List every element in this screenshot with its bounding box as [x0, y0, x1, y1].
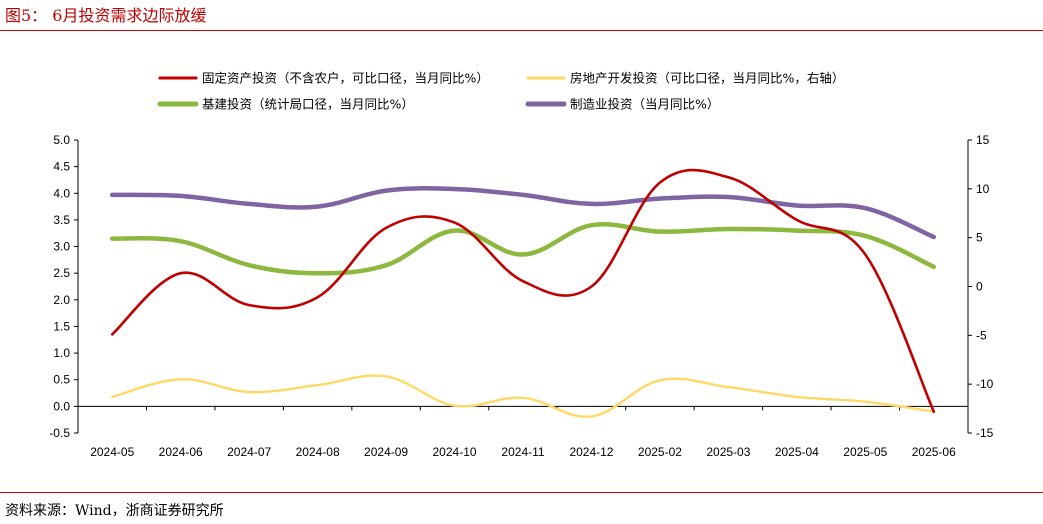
left-tick-label: 2.5: [53, 266, 70, 280]
left-tick-label: 3.0: [53, 240, 70, 254]
title-rule: [0, 30, 1043, 31]
right-tick-label: -15: [976, 426, 994, 440]
x-tick-label: 2024-06: [159, 445, 203, 459]
line-chart: 固定资产投资（不含农户，可比口径，当月同比%） 房地产开发投资（可比口径，当月同比…: [49, 71, 993, 460]
right-tick-label: 0: [976, 280, 983, 294]
infrastructure-investment-line: [109, 222, 937, 276]
x-tick-label: 2024-12: [569, 445, 613, 459]
source-rule: [0, 492, 1043, 493]
x-tick-label: 2024-11: [501, 445, 544, 459]
x-tick-label: 2025-02: [638, 445, 682, 459]
chart-axes: 5.0 4.5 4.0 3.5 3.0 2.5 2.0 1.5 1.0 0.5 0.0 -0.5 15 1…: [49, 133, 993, 459]
x-tick-label: 2025-03: [706, 445, 750, 459]
right-tick-label: 10: [976, 182, 990, 196]
left-tick-label: 2.0: [53, 293, 70, 307]
right-tick-label: 15: [976, 133, 990, 147]
left-tick-label: 5.0: [53, 133, 70, 147]
legend-infrastructure-label: 基建投资（统计局口径，当月同比%）: [202, 97, 414, 112]
x-tick-label: 2024-09: [364, 445, 408, 459]
x-tick-label: 2025-04: [775, 445, 819, 459]
source-note: 资料来源：Wind，浙商证券研究所: [5, 503, 224, 519]
left-tick-label: 0.0: [53, 399, 70, 413]
chart-series: [109, 168, 937, 418]
left-tick-label: 0.5: [53, 373, 70, 387]
right-tick-label: 5: [976, 231, 983, 245]
fixed-asset-investment-line: [110, 168, 936, 413]
left-tick-label: 3.5: [53, 213, 70, 227]
figure-title: 图5： 6月投资需求边际放缓: [5, 6, 207, 25]
x-tick-label: 2025-06: [912, 445, 956, 459]
left-tick-label: 1.0: [53, 346, 70, 360]
x-tick-label: 2025-05: [843, 445, 887, 459]
legend-fixed-asset-label: 固定资产投资（不含农户，可比口径，当月同比%）: [202, 71, 489, 86]
real-estate-investment-line: [111, 374, 935, 418]
right-tick-label: -10: [976, 377, 994, 391]
left-tick-label: 1.5: [53, 319, 70, 333]
legend-manufacturing-label: 制造业投资（当月同比%）: [570, 97, 719, 112]
x-tick-label: 2024-05: [90, 445, 134, 459]
x-tick-label: 2024-10: [433, 445, 477, 459]
manufacturing-investment-line: [109, 186, 937, 240]
left-tick-label: -0.5: [49, 426, 70, 440]
x-tick-label: 2024-07: [227, 445, 271, 459]
legend-real-estate-label: 房地产开发投资（可比口径，当月同比%，右轴）: [570, 71, 844, 86]
x-tick-label: 2024-08: [296, 445, 340, 459]
left-tick-label: 4.0: [53, 186, 70, 200]
left-tick-label: 4.5: [53, 160, 70, 174]
right-tick-label: -5: [976, 328, 987, 342]
chart-legend: 固定资产投资（不含农户，可比口径，当月同比%） 房地产开发投资（可比口径，当月同比…: [157, 71, 844, 112]
